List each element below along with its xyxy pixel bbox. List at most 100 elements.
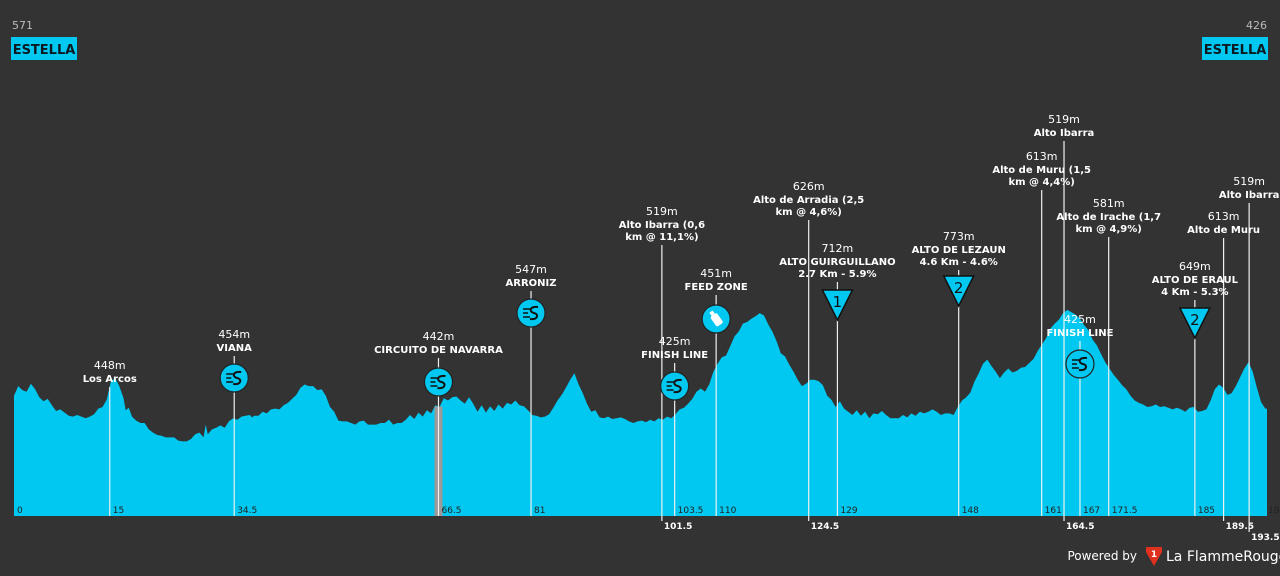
annotation-label: FINISH LINE [1046, 328, 1113, 339]
sprint-icon-glyph [1071, 356, 1088, 372]
annotation-3: 442m CIRCUITO DE NAVARRA [374, 330, 503, 397]
start-name: ESTELLA [13, 43, 76, 58]
annotation-label: km @ 4,4%) [1009, 177, 1075, 188]
km-marker-label: 0 [17, 506, 23, 516]
start-altitude: 571 [12, 19, 33, 32]
annotation-label: FEED ZONE [685, 282, 748, 293]
annotation-2: 454m VIANA [217, 328, 253, 393]
sprint-icon [423, 367, 454, 397]
annotation-label: Alto Ibarra [1219, 190, 1280, 201]
sprint-icon-lines [1071, 359, 1079, 369]
kom-category-number: 2 [1190, 311, 1200, 329]
km-marker-label: 129 [840, 506, 857, 516]
sprint-icon-lines [666, 381, 674, 391]
annotation-label: ALTO GUIRGUILLANO [779, 257, 895, 268]
annotation-8: 626m Alto de Arradia (2,5km @ 4,6%) [753, 180, 864, 218]
annotation-label: Alto de Muru (1,5 [992, 165, 1091, 176]
bottle-icon [710, 313, 723, 327]
annotation-12: 519m Alto Ibarra [1034, 113, 1095, 139]
sprint-icon-lines [523, 308, 531, 318]
annotation-elevation: 649m [1179, 260, 1211, 273]
annotation-label: Alto de Muru [1187, 225, 1260, 236]
finish-name: ESTELLA [1204, 43, 1267, 58]
annotation-elevation: 519m [646, 205, 678, 218]
sprint-icon [219, 363, 249, 393]
annotation-label: 2.7 Km - 5.9% [798, 269, 876, 280]
bottle-cap-icon [709, 310, 715, 317]
annotation-14: 581m Alto de Irache (1,7km @ 4,9%) [1056, 197, 1161, 235]
km-marker-label: 167 [1083, 506, 1100, 516]
sprint-icon-s [673, 378, 682, 394]
sprint-icon [660, 371, 690, 401]
km-marker-label: 81 [534, 506, 545, 516]
km-marker-label: 124.5 [811, 522, 839, 532]
km-marker-label: 148 [962, 506, 979, 516]
annotation-label: 4 Km - 5.3% [1161, 287, 1228, 298]
annotation-elevation: 626m [793, 180, 825, 193]
annotation-13: 425m FINISH LINE [1046, 313, 1114, 379]
annotation-11: 613m Alto de Muru (1,5km @ 4,4%) [992, 150, 1091, 188]
annotation-poles [109, 141, 1250, 516]
flamme-rouge-logo: 1 [1146, 547, 1162, 566]
sprint-icon-s [437, 374, 446, 390]
finish-name-box [1202, 37, 1268, 60]
sprint-icon-lines [430, 377, 438, 387]
kom-category-icon [942, 275, 975, 308]
km-marker-label: 161 [1045, 506, 1062, 516]
annotation-label: ARRONIZ [506, 278, 557, 289]
annotation-label: CIRCUITO DE NAVARRA [374, 345, 503, 356]
annotation-4: 547m ARRONIZ [506, 263, 557, 328]
sprint-icon-glyph [226, 370, 242, 386]
annotation-label: km @ 11,1%) [625, 232, 698, 243]
sprint-icon-glyph [523, 305, 539, 321]
profile-area [14, 309, 1267, 516]
kom-category-icon [821, 289, 854, 322]
sprint-icon-lines [226, 373, 234, 383]
km-marker-label: 15 [113, 506, 124, 516]
annotation-elevation: 613m [1208, 210, 1240, 223]
annotation-label: ALTO DE LEZAUN [912, 245, 1006, 256]
kom-category-number: 2 [954, 279, 964, 297]
sprint-icon-s [232, 370, 242, 386]
km-marker-label: 164.5 [1066, 522, 1094, 532]
annotation-7: 451m FEED ZONE [685, 267, 748, 334]
annotation-elevation: 448m [94, 359, 126, 372]
sprint-icon-glyph [666, 378, 682, 394]
sprint-icon [1065, 349, 1095, 379]
annotation-elevation: 425m [659, 335, 691, 348]
sprint-icon-s [529, 305, 539, 321]
km-marker-label: 66.5 [441, 506, 461, 516]
km-marker-label: 196 [1268, 506, 1280, 516]
km-marker-label: 110 [719, 506, 736, 516]
annotation-label: Alto Ibarra (0,6 [619, 220, 705, 231]
kom-category-icon [1178, 307, 1212, 340]
annotation-elevation: 712m [822, 242, 854, 255]
annotation-elevation: 442m [423, 330, 455, 343]
sprint-icon [516, 298, 546, 328]
annotation-label: VIANA [217, 343, 253, 354]
annotation-label: Alto de Arradia (2,5 [753, 195, 864, 206]
annotation-elevation: 454m [218, 328, 250, 341]
annotation-elevation: 773m [943, 230, 975, 243]
finish-altitude: 426 [1246, 19, 1267, 32]
km-marker-label: 193.5 [1251, 533, 1279, 543]
annotation-label: Alto Ibarra [1034, 128, 1095, 139]
start-name-box [11, 37, 77, 60]
annotation-label: Alto de Irache (1,7 [1056, 212, 1161, 223]
flamme-rouge-flag-number: 1 [1151, 550, 1157, 560]
annotation-elevation: 547m [515, 263, 547, 276]
powered-by-text: Powered by [1067, 549, 1137, 563]
annotation-elevation: 581m [1093, 197, 1125, 210]
annotation-label: Los Arcos [83, 374, 137, 385]
annotation-label: km @ 4,9%) [1076, 224, 1142, 235]
km-marker-label: 34.5 [237, 506, 257, 516]
sprint-icon-glyph [430, 374, 446, 390]
km-marker-label: 185 [1198, 506, 1215, 516]
kom-category-number: 1 [833, 293, 843, 311]
flamme-rouge-flag-icon [1146, 547, 1162, 566]
